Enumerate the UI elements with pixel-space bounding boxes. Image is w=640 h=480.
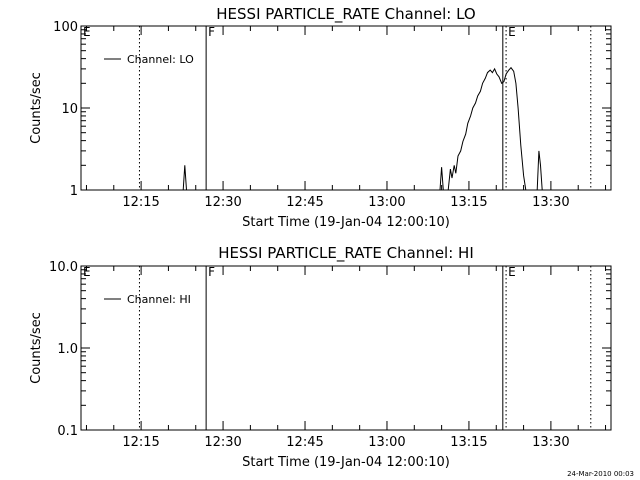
panel1-y-axis-label: Counts/sec [29, 72, 44, 144]
panel1-flag-label: E [83, 25, 91, 39]
panel1-x-tick-label: 12:15 [122, 195, 159, 210]
panel2-flag-label: E [83, 265, 91, 279]
panel2-flag-label: E [508, 265, 516, 279]
panel1-legend-label: Channel: LO [127, 53, 194, 66]
panel2-chart-title: HESSI PARTICLE_RATE Channel: HI [218, 244, 474, 263]
panel1-chart-title: HESSI PARTICLE_RATE Channel: LO [216, 5, 475, 24]
panel1-y-tick-label: 100 [53, 20, 78, 35]
panel2-x-tick-label: 12:30 [204, 435, 241, 450]
panel1-series-line [536, 150, 543, 191]
footer-timestamp: 24-Mar-2010 00:03 [567, 470, 634, 478]
panel2-y-axis-label: Counts/sec [29, 312, 44, 384]
panel2-x-axis-label: Start Time (19-Jan-04 12:00:10) [242, 455, 450, 470]
panel1-x-tick-label: 13:00 [368, 195, 405, 210]
panel2-x-tick-label: 12:15 [122, 435, 159, 450]
panel1-plot-frame [80, 25, 612, 191]
panel1-series-line [439, 167, 444, 191]
panel1-x-axis-label: Start Time (19-Jan-04 12:00:10) [242, 215, 450, 230]
panel1-y-tick-label: 1 [70, 184, 78, 199]
panel2-y-tick-label: 0.1 [57, 424, 78, 439]
panel1-flag-label: E [508, 25, 516, 39]
panel2-x-tick-label: 13:15 [450, 435, 487, 450]
panel1-x-tick-label: 12:45 [286, 195, 323, 210]
panel1-series-line [182, 165, 187, 191]
panel1-flag-label: F [208, 25, 215, 39]
panel2-y-tick-label: 1.0 [57, 342, 78, 357]
panel2-x-tick-label: 12:45 [286, 435, 323, 450]
panel2-flag-label: F [208, 265, 215, 279]
panel2-y-tick-label: 10.0 [49, 260, 78, 275]
panel1-x-tick-label: 13:30 [532, 195, 569, 210]
panel1-y-tick-label: 10 [61, 102, 78, 117]
panel1-x-tick-label: 13:15 [450, 195, 487, 210]
panel1-x-tick-label: 12:30 [204, 195, 241, 210]
panel2-x-tick-label: 13:30 [532, 435, 569, 450]
panel1-series-line [447, 66, 527, 191]
panel2-x-tick-label: 13:00 [368, 435, 405, 450]
panel2-plot-frame [80, 265, 612, 431]
panel2-legend-label: Channel: HI [127, 293, 191, 306]
